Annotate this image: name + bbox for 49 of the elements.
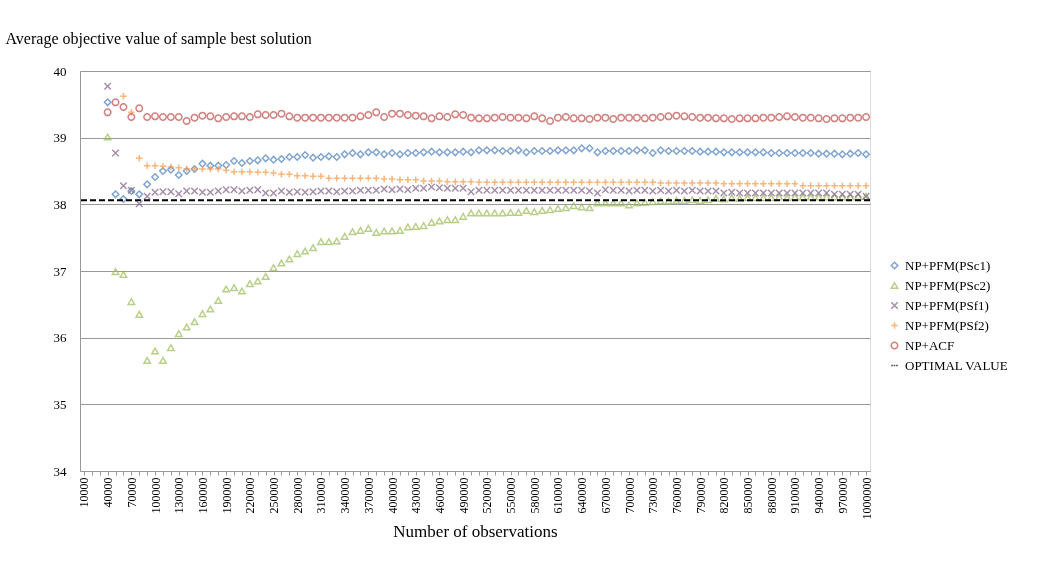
x-tick-label: 100000 (148, 477, 163, 514)
legend-label: NP+PFM(PSf1) (905, 297, 989, 313)
legend-label: OPTIMAL VALUE (905, 357, 1008, 373)
x-tick-label: 310000 (314, 477, 329, 514)
x-tick-label: 820000 (717, 477, 732, 514)
x-tick-label: 640000 (575, 477, 590, 514)
legend-label: NP+ACF (905, 337, 955, 353)
x-tick-label: 700000 (622, 477, 637, 514)
x-tick-label: 40000 (101, 477, 116, 508)
y-tick-label: 34 (53, 463, 67, 479)
x-tick-label: 610000 (551, 477, 566, 514)
x-tick-label: 670000 (598, 477, 613, 514)
x-tick-label: 190000 (219, 477, 234, 514)
x-tick-label: 250000 (267, 477, 282, 514)
y-tick-label: 36 (53, 330, 67, 346)
x-tick-label: 910000 (788, 477, 803, 514)
x-tick-label: 580000 (527, 477, 542, 514)
x-tick-label: 520000 (480, 477, 495, 514)
x-tick-label: 370000 (361, 477, 376, 514)
x-tick-label: 130000 (172, 477, 187, 514)
x-tick-label: 10000 (77, 477, 92, 508)
x-tick-label: 760000 (669, 477, 684, 514)
legend-label: NP+PFM(PSc1) (905, 257, 991, 273)
x-tick-label: 280000 (290, 477, 305, 514)
x-tick-label: 400000 (385, 477, 400, 514)
x-tick-label: 70000 (124, 477, 139, 508)
x-tick-label: 460000 (432, 477, 447, 514)
legend-label: NP+PFM(PSc2) (905, 277, 991, 293)
y-tick-label: 35 (53, 396, 67, 412)
x-tick-label: 430000 (409, 477, 424, 514)
legend-label: NP+PFM(PSf2) (905, 317, 989, 333)
x-axis-title: Number of observations (393, 521, 558, 541)
y-tick-label: 40 (53, 63, 67, 79)
x-tick-label: 730000 (646, 477, 661, 514)
x-tick-label: 1000000 (859, 477, 874, 520)
y-axis-title: Average objective value of sample best solution (5, 29, 312, 48)
y-tick-label: 39 (53, 130, 67, 146)
x-tick-label: 160000 (195, 477, 210, 514)
x-tick-label: 850000 (741, 477, 756, 514)
x-tick-label: 490000 (456, 477, 471, 514)
x-tick-label: 880000 (764, 477, 779, 514)
y-tick-label: 38 (53, 196, 67, 212)
x-tick-label: 220000 (243, 477, 258, 514)
y-tick-label: 37 (53, 263, 67, 279)
x-tick-label: 340000 (338, 477, 353, 514)
x-tick-label: 550000 (504, 477, 519, 514)
x-tick-label: 790000 (693, 477, 708, 514)
x-tick-label: 940000 (812, 477, 827, 514)
x-tick-label: 970000 (835, 477, 850, 514)
